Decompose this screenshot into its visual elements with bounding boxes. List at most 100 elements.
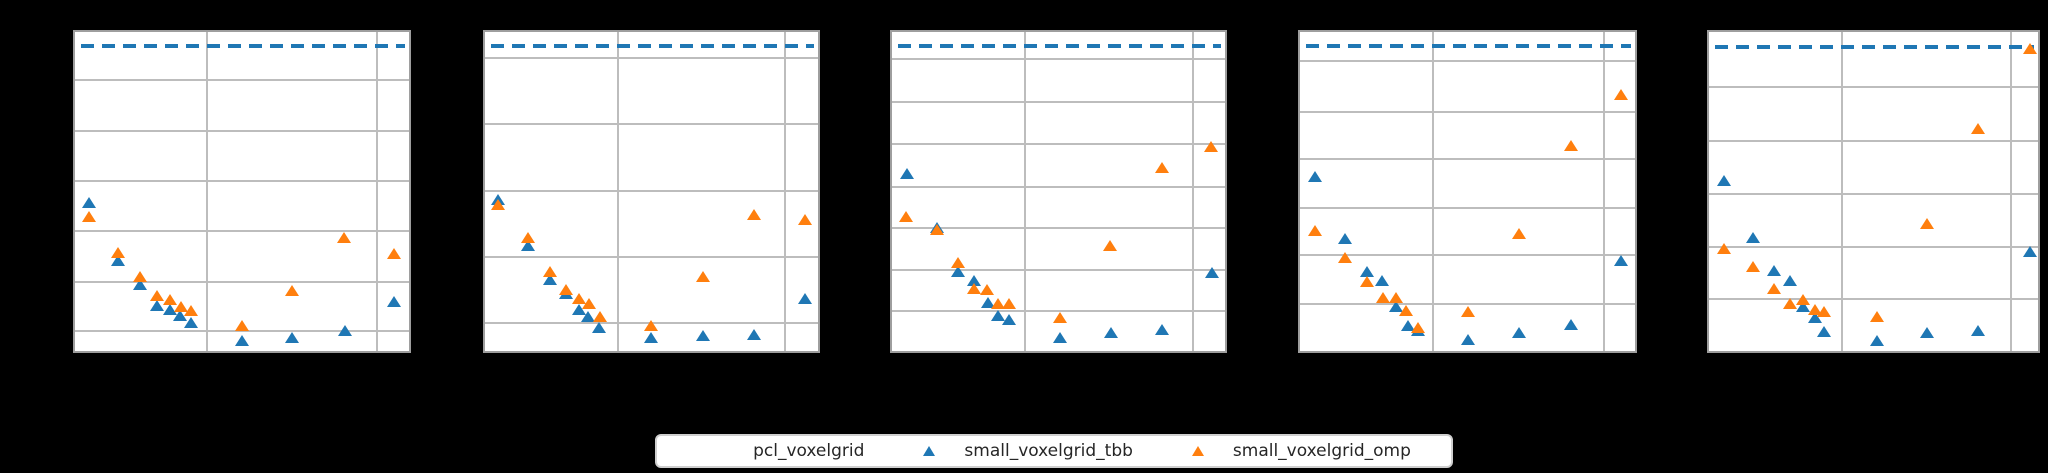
y-gridline (1709, 86, 2038, 88)
baseline-dashed-line (1715, 45, 2034, 49)
small_voxelgrid_omp-point (337, 232, 351, 243)
small_voxelgrid_omp-point (1796, 294, 1810, 305)
small_voxelgrid_tbb-point (1717, 175, 1731, 186)
y-gridline (892, 269, 1225, 271)
x-gridline (1192, 32, 1194, 351)
plot-panel-4 (1298, 30, 1637, 353)
small_voxelgrid_tbb-point (1796, 301, 1810, 312)
small_voxelgrid_tbb-point (1870, 335, 1884, 346)
small_voxelgrid_tbb-point (1002, 314, 1016, 325)
small_voxelgrid_tbb-point (951, 266, 965, 277)
small_voxelgrid_tbb-point (1461, 334, 1475, 345)
small_voxelgrid_omp-point (1783, 298, 1797, 309)
small_voxelgrid_omp-point (930, 224, 944, 235)
triangle-marker-icon (1177, 445, 1219, 457)
small_voxelgrid_omp-point (1461, 306, 1475, 317)
small_voxelgrid_omp-point (1308, 225, 1322, 236)
small_voxelgrid_tbb-point (967, 275, 981, 286)
y-gridline (75, 180, 409, 182)
small_voxelgrid_tbb-point (1053, 332, 1067, 343)
small_voxelgrid_tbb-point (1401, 320, 1415, 331)
small_voxelgrid_tbb-point (1338, 233, 1352, 244)
plot-panel-1 (73, 30, 411, 353)
legend-item-small-voxelgrid-tbb: small_voxelgrid_tbb (908, 440, 1133, 461)
small_voxelgrid_tbb-point (572, 304, 586, 315)
small_voxelgrid_tbb-point (581, 311, 595, 322)
small_voxelgrid_omp-point (1002, 298, 1016, 309)
small_voxelgrid_tbb-point (150, 300, 164, 311)
legend: pcl_voxelgrid small_voxelgrid_tbb small_vo… (655, 434, 1453, 468)
legend-label: pcl_voxelgrid (753, 440, 865, 461)
y-gridline (1300, 60, 1635, 62)
small_voxelgrid_omp-point (747, 209, 761, 220)
small_voxelgrid_tbb-point (338, 325, 352, 336)
small_voxelgrid_omp-point (798, 214, 812, 225)
small_voxelgrid_omp-point (1338, 252, 1352, 263)
baseline-dashed-line (898, 44, 1221, 48)
small_voxelgrid_tbb-point (1746, 232, 1760, 243)
legend-label: small_voxelgrid_tbb (964, 440, 1133, 461)
small_voxelgrid_tbb-point (111, 255, 125, 266)
small_voxelgrid_omp-point (163, 294, 177, 305)
small_voxelgrid_omp-point (696, 271, 710, 282)
small_voxelgrid_omp-point (1360, 276, 1374, 287)
small_voxelgrid_omp-point (991, 298, 1005, 309)
small_voxelgrid_tbb-point (1564, 319, 1578, 330)
small_voxelgrid_tbb-point (592, 322, 606, 333)
small_voxelgrid_omp-point (387, 248, 401, 259)
y-gridline (75, 230, 409, 232)
small_voxelgrid_omp-point (235, 320, 249, 331)
small_voxelgrid_omp-point (174, 301, 188, 312)
small_voxelgrid_tbb-point (521, 240, 535, 251)
y-gridline (75, 79, 409, 81)
small_voxelgrid_omp-point (543, 266, 557, 277)
y-gridline (75, 130, 409, 132)
y-gridline (1300, 207, 1635, 209)
small_voxelgrid_omp-point (1817, 306, 1831, 317)
y-gridline (485, 256, 818, 258)
x-gridline (617, 32, 619, 351)
x-gridline (1603, 32, 1605, 351)
small_voxelgrid_tbb-point (1971, 325, 1985, 336)
y-gridline (892, 58, 1225, 60)
x-gridline (1024, 32, 1026, 351)
small_voxelgrid_tbb-point (644, 332, 658, 343)
small_voxelgrid_omp-point (184, 305, 198, 316)
small_voxelgrid_omp-point (1103, 240, 1117, 251)
small_voxelgrid_tbb-point (696, 330, 710, 341)
small_voxelgrid_tbb-point (1767, 265, 1781, 276)
baseline-dashed-line (81, 44, 405, 48)
small_voxelgrid_tbb-point (387, 296, 401, 307)
small_voxelgrid_omp-point (1971, 123, 1985, 134)
small_voxelgrid_tbb-point (285, 332, 299, 343)
small_voxelgrid_omp-point (951, 257, 965, 268)
small_voxelgrid_tbb-point (1375, 275, 1389, 286)
small_voxelgrid_tbb-point (981, 297, 995, 308)
small_voxelgrid_omp-point (1808, 304, 1822, 315)
small_voxelgrid_omp-point (559, 284, 573, 295)
y-gridline (1300, 303, 1635, 305)
small_voxelgrid_omp-point (967, 283, 981, 294)
baseline-dashed-line (1306, 44, 1631, 48)
small_voxelgrid_omp-point (1870, 311, 1884, 322)
small_voxelgrid_omp-point (285, 285, 299, 296)
small_voxelgrid_omp-point (521, 232, 535, 243)
small_voxelgrid_omp-point (1746, 261, 1760, 272)
plot-panel-2 (483, 30, 820, 353)
small_voxelgrid_tbb-point (82, 197, 96, 208)
small_voxelgrid_tbb-point (543, 274, 557, 285)
y-gridline (1300, 254, 1635, 256)
small_voxelgrid_omp-point (1053, 312, 1067, 323)
small_voxelgrid_tbb-point (1512, 327, 1526, 338)
small_voxelgrid_omp-point (1389, 292, 1403, 303)
x-gridline (1841, 32, 1843, 351)
y-gridline (1709, 246, 2038, 248)
small_voxelgrid_omp-point (980, 284, 994, 295)
plot-panel-3 (890, 30, 1227, 353)
small_voxelgrid_omp-point (582, 298, 596, 309)
y-gridline (1709, 298, 2038, 300)
small_voxelgrid_tbb-point (1205, 267, 1219, 278)
x-gridline (784, 32, 786, 351)
small_voxelgrid_tbb-point (184, 317, 198, 328)
x-gridline (2010, 32, 2012, 351)
